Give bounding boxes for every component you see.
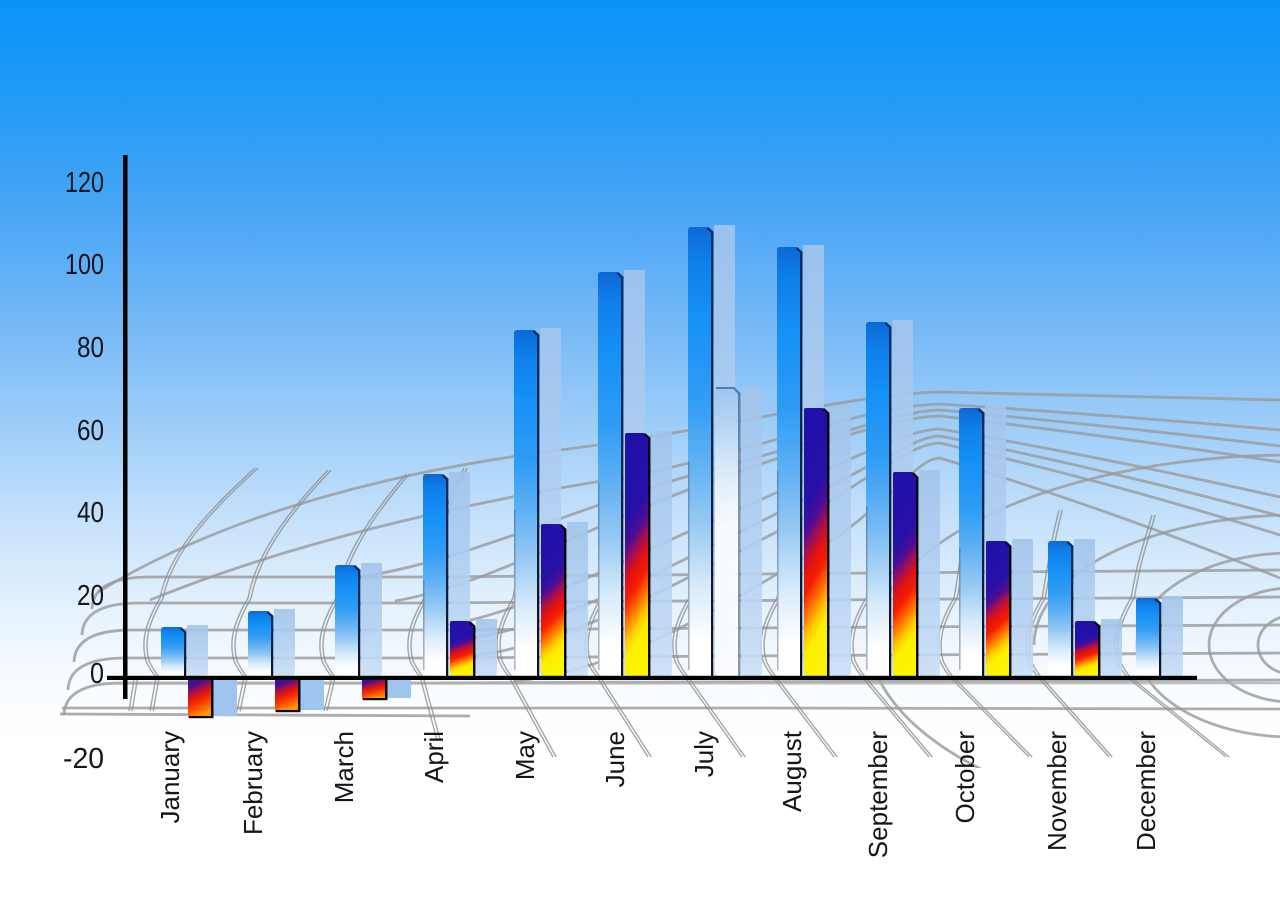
svg-text:20: 20 [77,580,104,612]
svg-text:-20: -20 [63,743,104,775]
svg-text:January: January [155,731,185,824]
svg-text:0: 0 [90,658,104,690]
svg-text:March: March [329,731,359,803]
svg-text:October: October [950,731,980,824]
svg-text:120: 120 [65,167,104,199]
svg-text:June: June [600,731,630,787]
svg-text:August: August [777,730,807,812]
svg-text:40: 40 [77,497,104,529]
svg-text:April: April [419,731,449,783]
svg-text:60: 60 [77,415,104,447]
svg-text:100: 100 [65,249,104,281]
svg-text:80: 80 [77,332,104,364]
svg-text:December: December [1131,731,1161,851]
svg-text:May: May [510,731,540,780]
svg-text:July: July [689,731,719,777]
svg-text:November: November [1042,731,1072,851]
svg-text:September: September [863,731,893,859]
svg-text:February: February [238,731,268,835]
